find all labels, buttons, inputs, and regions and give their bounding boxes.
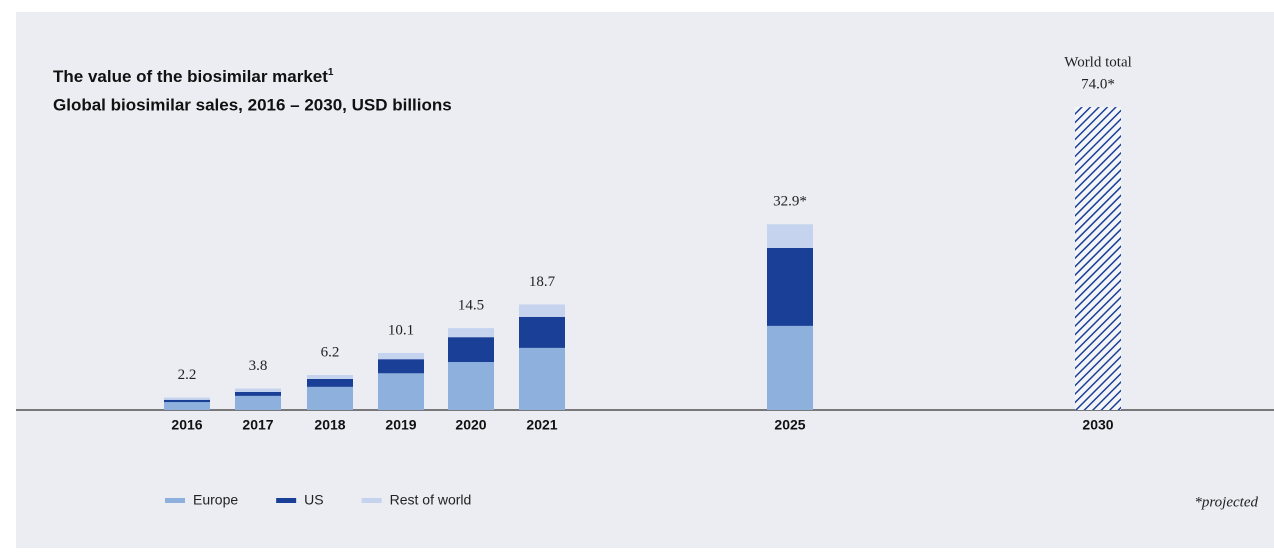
data-label: 6.2 <box>321 344 340 360</box>
footnote: *projected <box>1194 494 1258 510</box>
bar-segment <box>307 378 353 387</box>
legend-swatch <box>276 498 297 503</box>
bar-segment <box>448 328 494 338</box>
legend-swatch <box>165 498 185 503</box>
legend-label: Rest of world <box>390 492 472 508</box>
bar-segment <box>519 304 565 317</box>
bar-segment <box>164 397 210 400</box>
bar-segment <box>235 395 281 410</box>
legend-label: Europe <box>193 492 238 508</box>
bar-segment <box>307 386 353 410</box>
legend-swatch <box>361 498 382 503</box>
bar-segment <box>767 247 813 326</box>
bar-segment <box>519 316 565 348</box>
x-tick-label: 2019 <box>385 417 416 433</box>
bar-segment <box>519 347 565 410</box>
bar-segment <box>164 402 210 410</box>
data-label: 18.7 <box>529 274 556 290</box>
x-tick-label: 2020 <box>455 417 486 433</box>
x-tick-label: 2021 <box>526 417 557 433</box>
data-label: 14.5 <box>458 298 484 314</box>
bar-segment <box>1075 107 1121 411</box>
legend-label: US <box>304 492 323 508</box>
bar-segment <box>378 373 424 410</box>
bar-segment <box>378 352 424 360</box>
bar-segment <box>235 391 281 396</box>
data-label: 2.2 <box>178 367 197 383</box>
chart-title: The value of the biosimilar market1 <box>53 67 334 87</box>
annotation: World total <box>1064 55 1132 71</box>
x-tick-label: 2016 <box>171 417 202 433</box>
bar-segment <box>378 359 424 374</box>
title-text: The value of the biosimilar market <box>53 67 328 86</box>
x-tick-label: 2017 <box>242 417 273 433</box>
x-tick-label: 2018 <box>314 417 345 433</box>
x-tick-label: 2030 <box>1082 417 1113 433</box>
bar-segment <box>164 399 210 403</box>
data-label: 32.9* <box>773 194 807 210</box>
x-tick-label: 2025 <box>774 417 805 433</box>
bar-segment <box>307 375 353 379</box>
bar-segment <box>448 337 494 363</box>
bar-segment <box>767 325 813 410</box>
bar-segment <box>767 224 813 248</box>
bar-segment <box>448 362 494 410</box>
bar-segment <box>235 388 281 392</box>
data-label: 10.1 <box>388 322 414 338</box>
chart-subtitle: Global biosimilar sales, 2016 – 2030, US… <box>53 95 452 114</box>
data-label: 74.0* <box>1081 77 1115 93</box>
panel <box>16 12 1274 548</box>
title-footnote: 1 <box>328 67 334 78</box>
data-label: 3.8 <box>249 358 268 374</box>
